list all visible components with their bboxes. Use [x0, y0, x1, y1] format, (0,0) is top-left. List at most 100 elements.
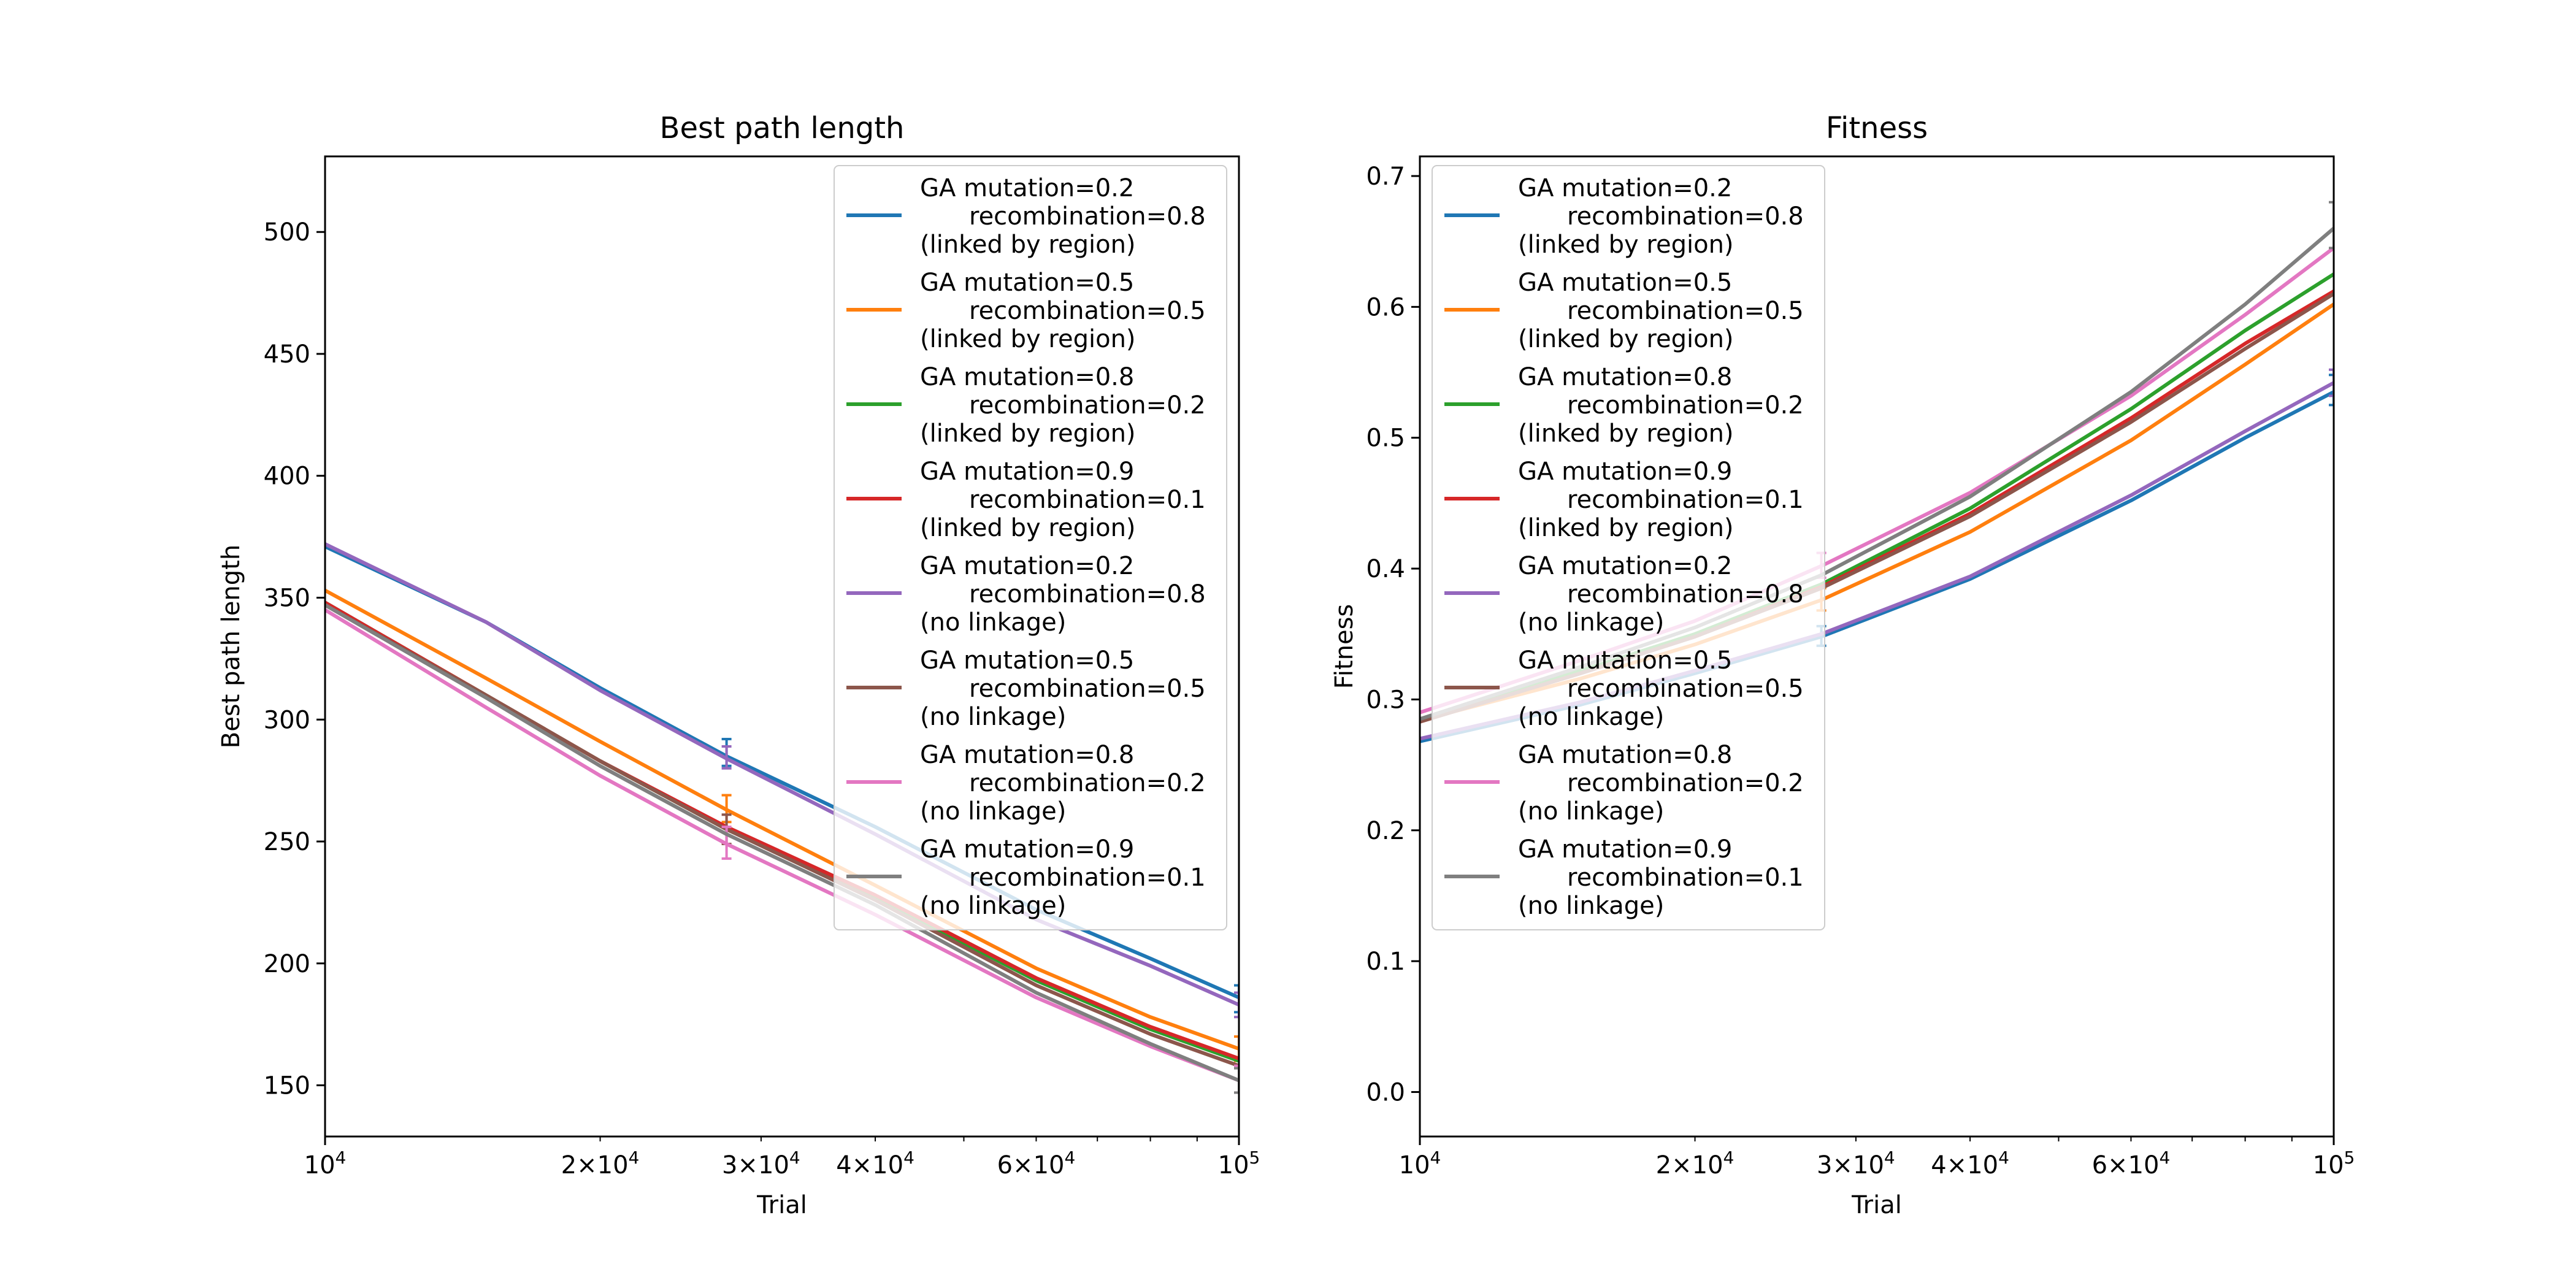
legend-label: GA mutation=0.8 [1518, 741, 1732, 769]
legend-label: GA mutation=0.9 [1518, 458, 1732, 486]
legend-label: GA mutation=0.8 [920, 741, 1134, 769]
x-axis-label: Trial [1851, 1191, 1902, 1219]
y-tick-label: 0.7 [1366, 163, 1405, 191]
y-tick-label: 150 [264, 1072, 310, 1100]
y-axis-label: Fitness [1330, 604, 1359, 689]
x-tick-label: 2×104 [1656, 1148, 1735, 1179]
x-tick-label: 6×104 [997, 1148, 1076, 1179]
legend-label: GA mutation=0.9 [920, 835, 1134, 864]
legend-entry: GA mutation=0.5recombination=0.5(linked … [1444, 269, 1804, 353]
legend-label: GA mutation=0.9 [920, 458, 1134, 486]
legend-label: recombination=0.5 [969, 675, 1206, 703]
chart-panel-2: 0.0 0.1 0.2 0.3 0.4 0.5 0.6 0.7 104 105 2×104 3×104… [1330, 111, 2355, 1219]
x-axis-label: Trial [756, 1191, 807, 1219]
y-tick-label: 500 [264, 218, 310, 247]
legend-entry: GA mutation=0.5recombination=0.5(linked … [846, 269, 1206, 353]
legend-label: GA mutation=0.5 [920, 646, 1134, 675]
legend-label: recombination=0.2 [969, 769, 1206, 797]
legend-entry: GA mutation=0.8recombination=0.2(linked … [1444, 363, 1804, 448]
series-line-5 [325, 542, 1239, 1007]
legend-label: GA mutation=0.2 [920, 174, 1134, 202]
x-tick-label: 2×104 [561, 1148, 640, 1179]
y-tick-label: 0.3 [1366, 686, 1405, 714]
legend-label: recombination=0.1 [1567, 486, 1804, 514]
legend-label: (no linkage) [1518, 892, 1664, 920]
x-tick-label: 6×104 [2092, 1148, 2171, 1179]
legend-label: (linked by region) [920, 420, 1136, 448]
axes-frame [324, 155, 1240, 1138]
legend-label: (linked by region) [920, 231, 1136, 259]
legend-label: (no linkage) [1518, 608, 1664, 637]
error-bar [1234, 1067, 1239, 1094]
legend-entry: GA mutation=0.2recombination=0.8(linked … [1444, 174, 1804, 259]
legend-label: recombination=0.5 [969, 297, 1206, 325]
y-tick-label: 300 [264, 706, 310, 734]
legend-label: recombination=0.2 [1567, 769, 1804, 797]
legend-label: GA mutation=0.5 [920, 269, 1134, 297]
legend-label: GA mutation=0.5 [1518, 646, 1732, 675]
error-bar [1234, 991, 1239, 1019]
series-line-7 [325, 608, 1239, 1083]
legend-label: GA mutation=0.9 [1518, 835, 1732, 864]
axes-frame [1419, 155, 2335, 1138]
legend-label: recombination=0.5 [1567, 675, 1804, 703]
chart-title: Best path length [660, 111, 905, 145]
legend-label: recombination=0.8 [969, 202, 1206, 231]
x-tick-label: 104 [1399, 1148, 1441, 1179]
legend-entry: GA mutation=0.9recombination=0.1(linked … [846, 458, 1206, 542]
legend-label: GA mutation=0.2 [920, 552, 1134, 580]
chart-panel-1: 150 200 250 300 350 400 450 500 104 105 2×104 3×104… [217, 111, 1260, 1219]
legend-label: GA mutation=0.5 [1518, 269, 1732, 297]
legend-label: (linked by region) [920, 325, 1136, 353]
legend-label: recombination=0.1 [1567, 864, 1804, 892]
legend-label: (no linkage) [920, 797, 1066, 826]
y-tick-label: 0.6 [1366, 293, 1405, 321]
legend-label: (no linkage) [1518, 703, 1664, 731]
error-bar [2329, 368, 2334, 397]
y-tick-label: 0.1 [1366, 948, 1405, 976]
legend-label: GA mutation=0.8 [1518, 363, 1732, 391]
legend-label: (no linkage) [1518, 797, 1664, 826]
legend-entry: GA mutation=0.9recombination=0.1(linked … [1444, 458, 1804, 542]
error-bar [2329, 201, 2334, 250]
x-tick-label: 104 [304, 1148, 347, 1179]
x-tick-label: 3×104 [1817, 1148, 1895, 1179]
series-line-8 [325, 603, 1239, 1083]
chart-title: Fitness [1826, 111, 1928, 145]
y-tick-label: 200 [264, 950, 310, 978]
x-tick-label: 4×104 [1931, 1148, 2009, 1179]
y-tick-label: 0.4 [1366, 555, 1405, 583]
legend-entry: GA mutation=0.8recombination=0.2(linked … [846, 363, 1206, 448]
error-bar [721, 745, 732, 770]
legend-label: GA mutation=0.2 [1518, 174, 1732, 202]
y-tick-label: 0.5 [1366, 424, 1405, 453]
legend-label: recombination=0.8 [1567, 580, 1804, 608]
legend-label: (linked by region) [920, 514, 1136, 542]
y-tick-label: 250 [264, 828, 310, 856]
legend: GA mutation=0.2recombination=0.8(linked … [1432, 165, 1825, 930]
legend-label: (no linkage) [920, 703, 1066, 731]
legend-label: (linked by region) [1518, 514, 1734, 542]
series-line-2 [325, 588, 1239, 1051]
x-tick-label: 4×104 [836, 1148, 914, 1179]
x-tick-label: 3×104 [722, 1148, 800, 1179]
legend-entry: GA mutation=0.2recombination=0.8(linked … [846, 174, 1206, 259]
legend-label: recombination=0.2 [969, 391, 1206, 420]
legend: GA mutation=0.2recombination=0.8(linked … [834, 165, 1227, 930]
legend-label: recombination=0.8 [1567, 202, 1804, 231]
y-tick-label: 350 [264, 584, 310, 612]
legend-label: (linked by region) [1518, 325, 1734, 353]
error-bar [1234, 984, 1239, 1014]
plot-area [325, 542, 1239, 1094]
y-axis-label: Best path length [217, 545, 245, 748]
legend-label: (no linkage) [920, 892, 1066, 920]
legend-label: (linked by region) [1518, 420, 1734, 448]
y-tick-label: 400 [264, 462, 310, 491]
